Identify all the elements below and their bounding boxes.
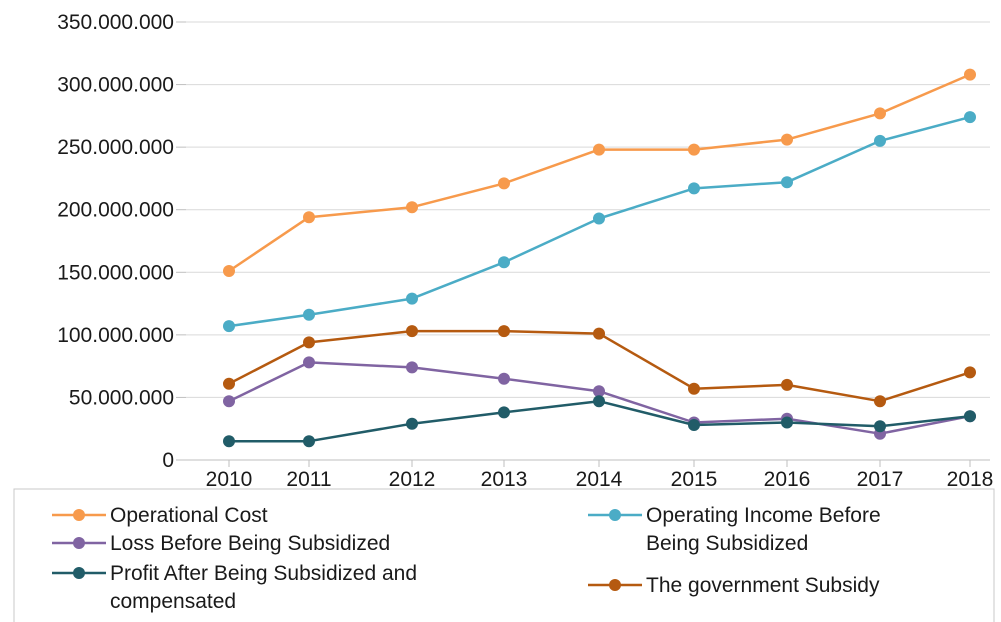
data-point xyxy=(781,133,793,146)
x-tick-label: 2017 xyxy=(857,468,904,491)
x-axis: 2010 2011 2012 2013 2014 2015 2016 2017 2018 xyxy=(206,460,994,491)
data-point xyxy=(223,265,235,277)
legend-item: The government Subsidy xyxy=(588,574,880,597)
y-tick-label: 250.000.000 xyxy=(57,136,174,159)
data-point xyxy=(406,361,418,374)
series-4 xyxy=(223,395,976,448)
plot-series xyxy=(223,68,976,448)
legend-swatch-marker xyxy=(609,579,621,591)
data-point xyxy=(781,176,793,189)
x-tick-label: 2013 xyxy=(481,468,528,491)
data-point xyxy=(781,378,793,391)
legend-swatch-marker xyxy=(73,537,85,549)
data-point xyxy=(874,420,886,433)
y-tick-label: 350.000.000 xyxy=(57,11,174,34)
x-tick-label: 2018 xyxy=(947,468,994,491)
data-point xyxy=(406,417,418,430)
legend-label: Operating Income Before xyxy=(646,504,881,527)
data-point xyxy=(688,382,700,395)
legend-label: Profit After Being Subsidized and xyxy=(110,562,417,585)
data-point xyxy=(688,182,700,195)
legend-item: Operating Income Before Being Subsidized xyxy=(588,504,881,555)
data-point xyxy=(874,134,886,147)
x-tick-label: 2015 xyxy=(671,468,718,491)
data-point xyxy=(874,107,886,120)
x-tick-label: 2011 xyxy=(286,468,331,491)
legend-item: Profit After Being Subsidized and compens… xyxy=(52,562,417,613)
data-point xyxy=(303,356,315,369)
y-tick-label: 50.000.000 xyxy=(69,386,174,409)
data-point xyxy=(593,327,605,340)
series-3 xyxy=(223,325,976,408)
data-point xyxy=(223,320,235,333)
x-tick-label: 2012 xyxy=(389,468,436,491)
legend-swatch-marker xyxy=(73,567,85,579)
data-point xyxy=(593,395,605,408)
data-point xyxy=(406,325,418,338)
legend-swatch-marker xyxy=(609,509,621,521)
series-0 xyxy=(223,68,976,277)
legend-swatch-marker xyxy=(73,509,85,521)
legend: Operational Cost Operating Income Before B… xyxy=(13,488,995,622)
y-tick-label: 100.000.000 xyxy=(57,324,174,347)
data-point xyxy=(688,143,700,156)
grid-lines xyxy=(186,21,990,461)
data-point xyxy=(223,395,235,408)
x-tick-label: 2014 xyxy=(576,468,623,491)
data-point xyxy=(498,177,510,190)
legend-item: Loss Before Being Subsidized xyxy=(52,532,390,555)
legend-label: Being Subsidized xyxy=(646,532,808,555)
data-point xyxy=(303,308,315,321)
data-point xyxy=(781,416,793,429)
data-point xyxy=(964,410,976,423)
series-line xyxy=(229,399,971,443)
series-1 xyxy=(223,111,976,333)
data-point xyxy=(593,385,605,398)
legend-label: Operational Cost xyxy=(110,504,268,527)
data-point xyxy=(303,211,315,224)
y-tick-label: 0 xyxy=(162,449,174,472)
legend-item: Operational Cost xyxy=(52,504,268,527)
x-tick-label: 2010 xyxy=(206,468,253,491)
data-point xyxy=(688,419,700,431)
data-point xyxy=(406,201,418,214)
data-point xyxy=(498,256,510,269)
y-tick-label: 300.000.000 xyxy=(57,74,174,97)
data-point xyxy=(303,435,315,448)
data-point xyxy=(964,68,976,81)
legend-label: compensated xyxy=(110,590,236,613)
data-point xyxy=(593,143,605,156)
legend-label: The government Subsidy xyxy=(646,574,880,597)
y-tick-label: 150.000.000 xyxy=(57,261,174,284)
data-point xyxy=(498,325,510,338)
data-point xyxy=(223,435,235,448)
x-tick-label: 2016 xyxy=(764,468,811,491)
data-point xyxy=(964,366,976,379)
y-tick-label: 200.000.000 xyxy=(57,199,174,222)
data-point xyxy=(498,372,510,385)
legend-box xyxy=(13,488,995,622)
data-point xyxy=(593,212,605,225)
data-point xyxy=(964,111,976,124)
data-point xyxy=(303,336,315,349)
data-point xyxy=(498,406,510,419)
series-line xyxy=(228,73,971,273)
data-point xyxy=(223,377,235,390)
y-axis: 0 50.000.000 100.000.000 150.000.000 200.000… xyxy=(57,11,186,472)
data-point xyxy=(406,292,418,305)
legend-label: Loss Before Being Subsidized xyxy=(110,532,390,555)
data-point xyxy=(874,395,886,408)
